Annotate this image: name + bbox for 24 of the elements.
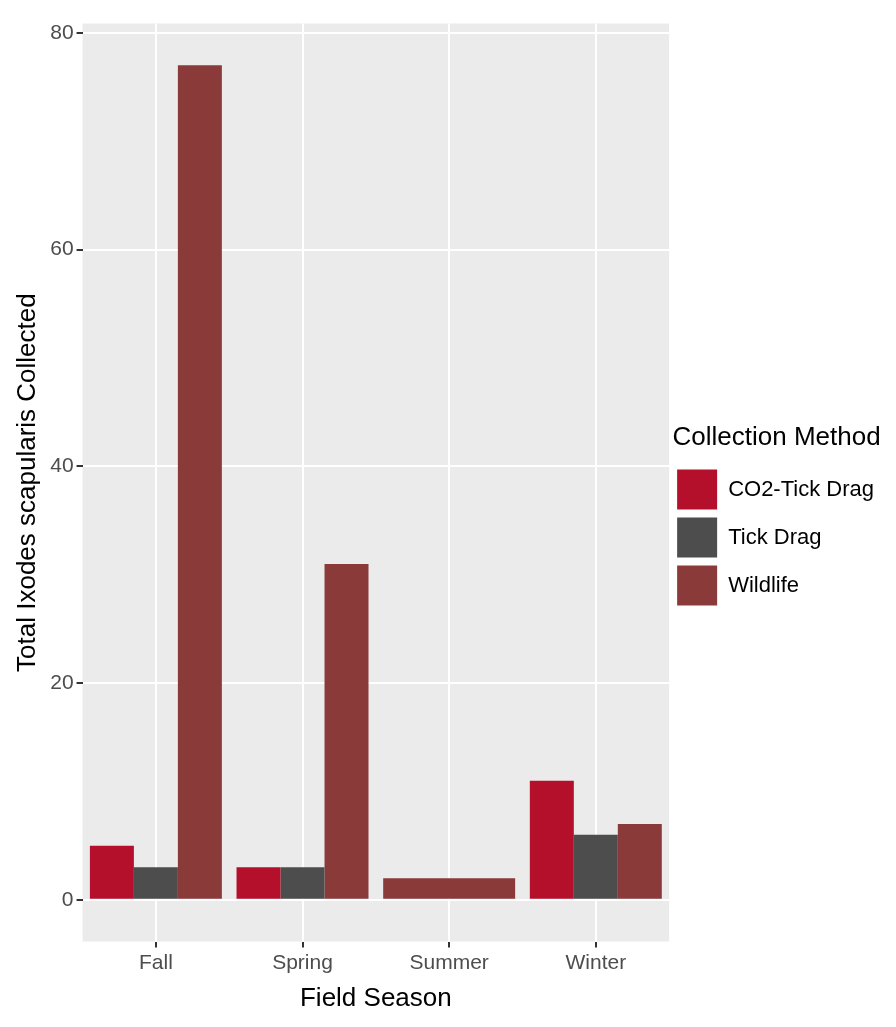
y-tick-label: 60 <box>50 236 74 260</box>
y-tick-label: 20 <box>50 669 74 693</box>
bar <box>89 845 134 899</box>
bar <box>529 780 574 899</box>
y-tick-label: 80 <box>50 19 74 43</box>
x-tick-label: Summer <box>409 950 489 973</box>
bar <box>177 65 222 899</box>
bar <box>617 824 662 899</box>
legend-label: CO2-Tick Drag <box>728 475 875 501</box>
legend-label: Tick Drag <box>728 523 822 549</box>
bar <box>573 834 618 899</box>
x-tick-label: Spring <box>272 950 333 973</box>
bar <box>133 867 178 899</box>
y-axis-title: Total Ixodes scapularis Collected <box>10 293 41 672</box>
legend-label: Wildlife <box>728 571 800 597</box>
x-tick-label: Fall <box>138 950 173 973</box>
bar <box>236 867 281 899</box>
y-tick-label: 0 <box>61 886 74 910</box>
x-tick-label: Winter <box>565 950 627 973</box>
x-axis-title: Field Season <box>299 981 452 1012</box>
bar <box>324 563 369 899</box>
y-tick-label: 40 <box>50 453 74 477</box>
legend-title: Collection Method <box>672 420 881 451</box>
bar <box>280 867 325 899</box>
